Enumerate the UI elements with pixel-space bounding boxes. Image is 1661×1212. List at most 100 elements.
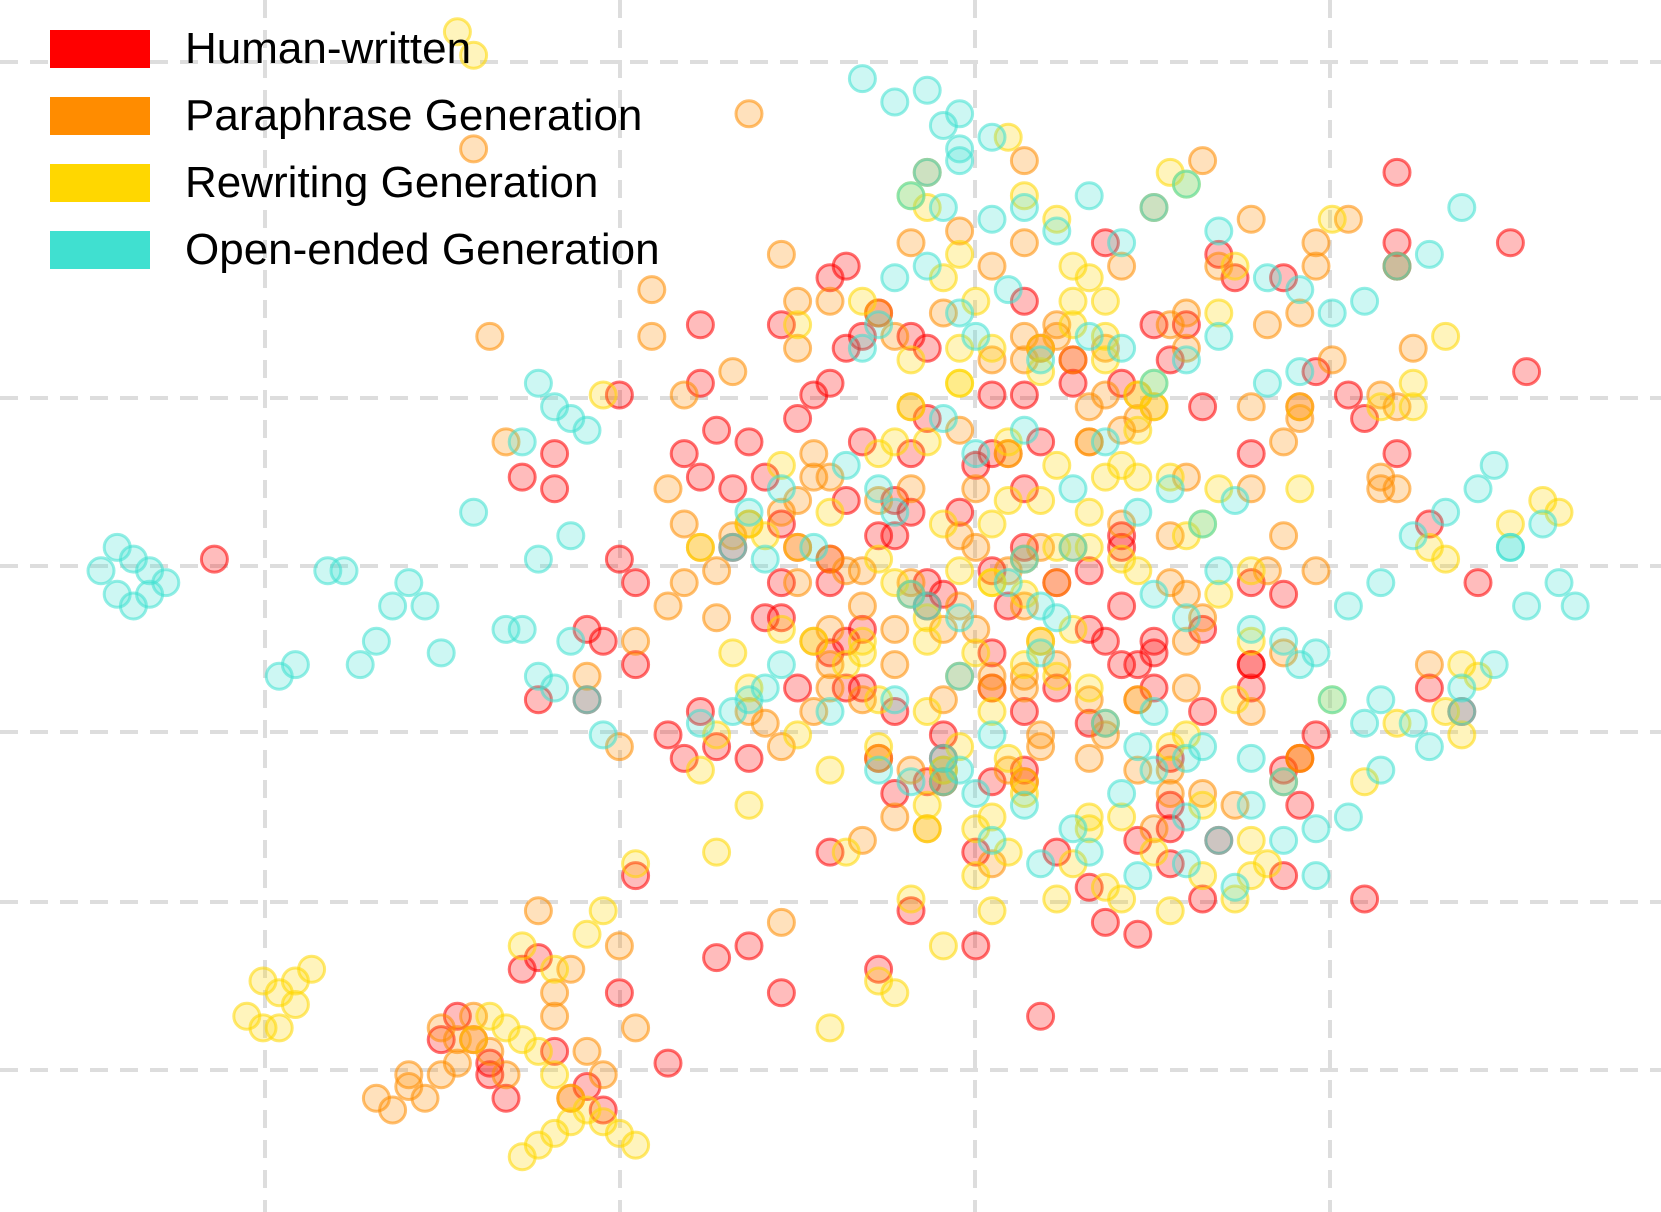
data-point-series-0 <box>604 978 634 1008</box>
data-point-series-1 <box>815 673 845 703</box>
data-point-series-0 <box>1090 907 1120 937</box>
data-point-series-2 <box>280 990 310 1019</box>
data-point-series-3 <box>556 626 586 656</box>
data-point-series-3 <box>264 661 294 691</box>
data-point-series-3 <box>1171 802 1201 832</box>
data-point-series-1 <box>718 357 748 387</box>
data-point-series-3 <box>1058 532 1088 562</box>
data-point-series-2 <box>831 650 861 680</box>
data-point-series-3 <box>378 591 408 621</box>
data-point-series-1 <box>1236 204 1266 234</box>
data-point-series-3 <box>831 450 861 480</box>
data-point-series-3 <box>864 310 894 340</box>
data-point-series-3 <box>523 544 553 574</box>
data-point-series-0 <box>621 650 651 680</box>
data-point-series-3 <box>1366 568 1396 598</box>
data-point-series-3 <box>1544 568 1574 598</box>
data-point-series-3 <box>1463 474 1493 504</box>
data-point-series-2 <box>1090 286 1120 316</box>
data-point-series-1 <box>1301 251 1331 281</box>
data-point-series-1 <box>702 603 732 633</box>
data-point-series-3 <box>945 661 975 691</box>
data-point-series-3 <box>1252 263 1282 293</box>
data-point-series-2 <box>459 40 489 70</box>
data-point-series-1 <box>1269 521 1299 551</box>
data-point-series-2 <box>1090 872 1120 902</box>
data-point-series-3 <box>977 122 1007 152</box>
data-point-series-3 <box>1366 755 1396 785</box>
data-point-series-2 <box>588 896 618 926</box>
data-point-series-1 <box>572 1036 602 1066</box>
data-point-series-3 <box>1123 861 1153 891</box>
data-point-series-3 <box>1042 216 1072 246</box>
data-point-series-3 <box>928 193 958 222</box>
data-point-series-3 <box>993 568 1023 598</box>
data-point-series-0 <box>734 427 764 457</box>
legend-label-3: Open-ended Generation <box>185 225 660 274</box>
data-point-series-0 <box>507 954 537 984</box>
data-point-series-3 <box>1220 486 1250 515</box>
data-point-series-0 <box>1123 919 1153 949</box>
data-point-series-0 <box>1074 556 1104 586</box>
data-point-series-1 <box>1269 427 1299 457</box>
data-point-series-2 <box>621 1130 651 1160</box>
data-point-series-3 <box>1236 614 1266 644</box>
data-point-series-1 <box>1042 568 1072 598</box>
data-point-series-0 <box>199 544 229 574</box>
data-point-series-1 <box>491 1060 521 1090</box>
data-point-series-0 <box>685 462 715 492</box>
data-point-series-2 <box>572 919 602 949</box>
data-point-series-3 <box>750 544 780 574</box>
data-point-series-2 <box>1495 509 1525 539</box>
data-point-series-1 <box>621 1013 651 1043</box>
data-point-series-0 <box>491 1083 521 1113</box>
data-point-series-3 <box>961 439 991 469</box>
data-point-series-3 <box>1058 814 1088 844</box>
data-point-series-2 <box>928 509 958 539</box>
data-point-series-0 <box>815 368 845 398</box>
data-point-series-3 <box>1236 790 1266 820</box>
data-point-series-3 <box>1026 638 1056 668</box>
data-point-series-1 <box>702 556 732 586</box>
data-point-series-2 <box>993 486 1023 515</box>
data-point-series-0 <box>1236 650 1266 680</box>
data-point-series-0 <box>540 474 570 504</box>
data-point-series-2 <box>702 837 732 867</box>
data-point-series-3 <box>1301 861 1331 891</box>
data-point-series-1 <box>799 439 829 469</box>
data-point-series-2 <box>766 614 796 644</box>
data-point-series-3 <box>945 603 975 633</box>
data-point-series-1 <box>1236 392 1266 422</box>
data-point-series-0 <box>783 673 813 703</box>
data-point-series-3 <box>928 111 958 140</box>
data-point-series-2 <box>507 1142 537 1172</box>
data-point-series-0 <box>831 251 861 281</box>
data-point-series-2 <box>896 345 926 375</box>
data-point-series-2 <box>1285 392 1315 422</box>
data-point-series-1 <box>1252 310 1282 340</box>
data-point-series-2 <box>961 638 991 668</box>
data-point-series-0 <box>880 521 910 551</box>
data-point-series-3 <box>1026 849 1056 879</box>
data-point-series-3 <box>1074 837 1104 867</box>
data-point-series-1 <box>1026 732 1056 762</box>
data-point-series-3 <box>1139 755 1169 785</box>
data-point-series-2 <box>783 720 813 750</box>
data-point-series-3 <box>880 497 910 527</box>
data-point-series-2 <box>912 626 942 656</box>
data-point-series-2 <box>912 427 942 457</box>
data-point-series-1 <box>734 99 764 129</box>
data-point-series-3 <box>1333 591 1363 621</box>
data-point-series-3 <box>945 298 975 328</box>
data-point-series-2 <box>1123 462 1153 492</box>
data-point-series-1 <box>1009 146 1039 176</box>
data-point-series-3 <box>912 251 942 281</box>
data-point-series-3 <box>685 708 715 738</box>
data-point-series-3 <box>1171 169 1201 199</box>
data-point-series-0 <box>669 439 699 469</box>
data-point-series-2 <box>912 814 942 844</box>
data-point-series-1 <box>766 239 796 269</box>
data-point-series-3 <box>718 532 748 562</box>
data-point-series-1 <box>426 1060 456 1090</box>
